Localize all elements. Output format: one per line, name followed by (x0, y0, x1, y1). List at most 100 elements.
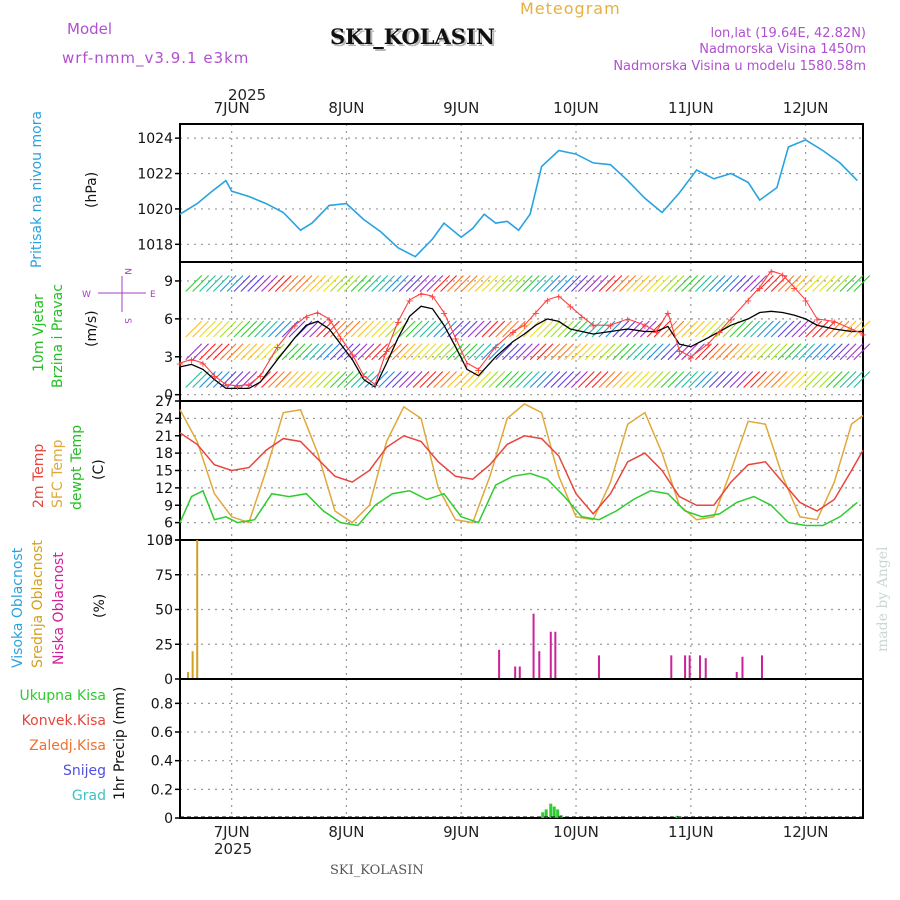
wind-barb (832, 275, 850, 292)
wind-barb (729, 275, 747, 292)
wind-barb (212, 343, 230, 361)
precip-legend-item: Grad (72, 788, 106, 804)
wind-barb (536, 371, 554, 388)
y-tick-label: 0.6 (151, 725, 173, 741)
wind-barb (839, 320, 857, 338)
wind-barb (481, 343, 499, 361)
wind-barb (757, 343, 774, 361)
wind-barb (316, 320, 333, 338)
wind-barb (233, 343, 251, 361)
wind-barb (695, 343, 712, 361)
wind-barb (626, 343, 643, 361)
precip-legend-item: Snijeg (63, 763, 106, 779)
wind-barb (550, 343, 568, 361)
wind-barb (206, 343, 223, 361)
wind-barb (688, 371, 705, 388)
wind-gust-marker: + (359, 372, 367, 383)
cloud-bar (698, 655, 701, 679)
wind-barb (412, 320, 430, 338)
bottom-day-label: 12JUN (783, 823, 829, 841)
wind-barb (495, 275, 513, 292)
wind-barb (770, 343, 788, 361)
wind-barb (708, 371, 726, 388)
wind-barb (447, 275, 464, 292)
wind-barb (281, 371, 299, 388)
wind-barb (757, 320, 774, 338)
wind-barb (226, 320, 244, 338)
wind-barb (488, 371, 506, 388)
wind-barb (695, 275, 712, 292)
wind-gust-marker: + (675, 346, 683, 357)
wind-barb (701, 371, 719, 388)
wind-barb (212, 275, 230, 292)
wind-barb (736, 371, 754, 388)
wind-barb (529, 320, 547, 338)
wind-barb (639, 343, 657, 361)
wind-barb (219, 371, 237, 388)
wind-barb (577, 275, 595, 292)
precip-legend-item: Zaledj.Kisa (29, 738, 106, 754)
compass-east: E (150, 290, 156, 300)
bottom-day-label: 10JUN (553, 823, 599, 841)
wind-barb (832, 343, 850, 361)
wind-barb (502, 371, 519, 388)
wind-barb (681, 343, 699, 361)
series-sfc-temp (179, 403, 864, 524)
wind-barb (667, 320, 685, 338)
wind-barb (378, 275, 395, 292)
wind-barb (715, 371, 733, 388)
cloud-high-label: Visoka Oblacnost (10, 547, 26, 668)
wind-gust-marker: + (371, 381, 379, 392)
wind-barb (557, 371, 575, 388)
cloud-bar (196, 540, 199, 679)
wind-barb (226, 275, 244, 292)
wind-barb (323, 275, 340, 292)
wind-barb (398, 371, 416, 388)
wind-barb (633, 275, 650, 292)
wind-barb (777, 371, 795, 388)
y-tick-label: 0.4 (151, 754, 173, 770)
wind-barb (460, 275, 478, 292)
wind-gust-marker: + (623, 315, 631, 326)
wind-barb (199, 320, 216, 338)
wind-gust-marker: + (687, 353, 695, 364)
wind-barb (199, 343, 216, 361)
wind-barb (626, 371, 643, 388)
altitude-info: Nadmorska Visina 1450m (699, 42, 866, 57)
wind-barb (605, 343, 623, 361)
wind-barb (674, 320, 692, 338)
wind-barb (743, 275, 761, 292)
wind-barb (612, 275, 630, 292)
wind-barb (502, 343, 519, 361)
wind-barb (639, 275, 657, 292)
wind-barb (619, 275, 637, 292)
wind-barb (336, 371, 354, 388)
y-tick-label: 25 (155, 637, 173, 653)
wind-barb (846, 320, 864, 338)
wind-barb (495, 371, 513, 388)
wind-barb (626, 275, 643, 292)
wind-barb (323, 343, 340, 361)
wind-barb (577, 343, 595, 361)
wind-gust-marker: + (428, 292, 436, 303)
wind-barb (481, 320, 499, 338)
wind-gust-marker: + (187, 355, 195, 366)
wind-gust-marker: + (801, 296, 809, 307)
wind-barb (818, 275, 836, 292)
top-day-label: 12JUN (783, 99, 829, 117)
wind-barb (309, 343, 327, 361)
wind-barb (405, 275, 423, 292)
wind-barb (267, 371, 285, 388)
wind-barb (336, 320, 354, 338)
wind-barb (536, 275, 554, 292)
wind-barb (715, 343, 733, 361)
wind-barb (274, 275, 292, 292)
wind-barb (240, 320, 258, 338)
wind-barb (440, 371, 457, 388)
wind-barb (577, 371, 595, 388)
wind-barb (267, 320, 285, 338)
wind-barb (192, 343, 210, 361)
wind-barb (357, 275, 375, 292)
precip-unit: 1hr Precip (mm) (112, 687, 128, 800)
wind-barb (736, 320, 754, 338)
